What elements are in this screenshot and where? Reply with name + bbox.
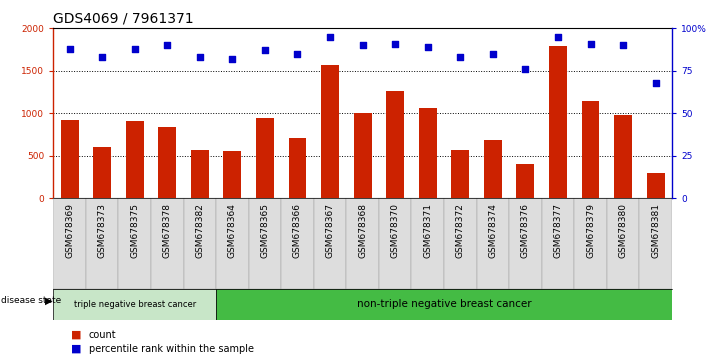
Bar: [282, 198, 314, 289]
Bar: [183, 198, 216, 289]
Bar: [346, 198, 379, 289]
Point: [390, 41, 401, 46]
Bar: [606, 198, 639, 289]
Bar: [484, 139, 502, 198]
Text: GSM678372: GSM678372: [456, 203, 465, 258]
Bar: [119, 198, 151, 289]
Text: GSM678364: GSM678364: [228, 203, 237, 258]
Bar: [86, 198, 119, 289]
Text: GSM678366: GSM678366: [293, 203, 302, 258]
Bar: [574, 198, 606, 289]
Point: [487, 51, 498, 57]
Text: ■: ■: [71, 330, 85, 339]
Bar: [126, 121, 144, 198]
Text: GSM678380: GSM678380: [619, 203, 628, 258]
Text: percentile rank within the sample: percentile rank within the sample: [89, 344, 254, 354]
Point: [161, 42, 173, 48]
Bar: [159, 127, 176, 198]
Bar: [321, 65, 339, 198]
Bar: [256, 118, 274, 198]
Point: [650, 80, 661, 86]
Point: [194, 55, 205, 60]
Point: [585, 41, 597, 46]
Bar: [314, 198, 346, 289]
Bar: [191, 150, 209, 198]
Text: GSM678371: GSM678371: [423, 203, 432, 258]
Bar: [223, 151, 241, 198]
Text: count: count: [89, 330, 117, 339]
Bar: [379, 198, 412, 289]
Bar: [476, 198, 509, 289]
Text: GDS4069 / 7961371: GDS4069 / 7961371: [53, 12, 194, 26]
Bar: [451, 150, 469, 198]
Point: [324, 34, 336, 40]
Text: GSM678370: GSM678370: [390, 203, 400, 258]
Bar: [93, 147, 111, 198]
Bar: [151, 198, 183, 289]
Bar: [412, 198, 444, 289]
Text: GSM678365: GSM678365: [260, 203, 269, 258]
Point: [292, 51, 303, 57]
Bar: [289, 138, 306, 198]
Bar: [549, 46, 567, 198]
Text: GSM678368: GSM678368: [358, 203, 367, 258]
Bar: [386, 91, 404, 198]
Point: [552, 34, 564, 40]
Text: disease state: disease state: [1, 296, 61, 306]
Point: [260, 47, 271, 53]
Bar: [509, 198, 542, 289]
Point: [520, 66, 531, 72]
Text: ▶: ▶: [45, 296, 52, 306]
Text: ■: ■: [71, 344, 85, 354]
Point: [422, 44, 434, 50]
Text: GSM678377: GSM678377: [553, 203, 562, 258]
Bar: [542, 198, 574, 289]
Bar: [216, 289, 672, 320]
Text: GSM678382: GSM678382: [196, 203, 204, 258]
Point: [64, 46, 75, 52]
Bar: [216, 198, 249, 289]
Bar: [647, 173, 665, 198]
Text: GSM678374: GSM678374: [488, 203, 497, 258]
Text: GSM678367: GSM678367: [326, 203, 335, 258]
Bar: [639, 198, 672, 289]
Text: non-triple negative breast cancer: non-triple negative breast cancer: [357, 299, 531, 309]
Text: GSM678369: GSM678369: [65, 203, 74, 258]
Point: [97, 55, 108, 60]
Bar: [249, 198, 282, 289]
Text: GSM678375: GSM678375: [130, 203, 139, 258]
Point: [357, 42, 368, 48]
Bar: [582, 101, 599, 198]
Text: GSM678378: GSM678378: [163, 203, 172, 258]
Bar: [419, 108, 437, 198]
Text: GSM678379: GSM678379: [586, 203, 595, 258]
Point: [617, 42, 629, 48]
Text: GSM678376: GSM678376: [521, 203, 530, 258]
Bar: [60, 120, 78, 198]
Bar: [444, 198, 476, 289]
Text: triple negative breast cancer: triple negative breast cancer: [74, 300, 196, 309]
Point: [454, 55, 466, 60]
Bar: [614, 115, 632, 198]
Bar: [53, 198, 86, 289]
Bar: [353, 113, 372, 198]
Text: GSM678373: GSM678373: [97, 203, 107, 258]
Text: GSM678381: GSM678381: [651, 203, 660, 258]
Point: [129, 46, 140, 52]
Bar: [53, 289, 216, 320]
Point: [227, 56, 238, 62]
Bar: [516, 164, 535, 198]
